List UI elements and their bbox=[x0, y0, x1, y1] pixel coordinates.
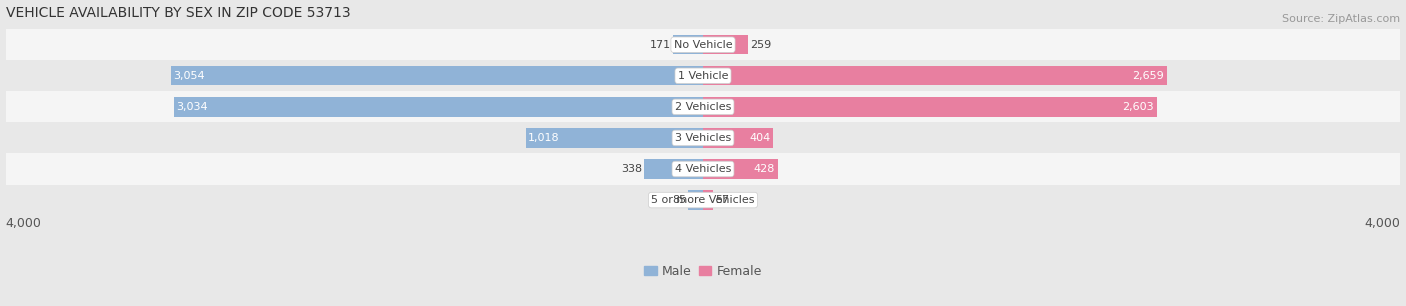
Text: 171: 171 bbox=[650, 40, 671, 50]
Bar bbox=[526, 128, 703, 147]
Bar bbox=[644, 159, 703, 179]
Text: 85: 85 bbox=[672, 195, 686, 205]
Text: 1,018: 1,018 bbox=[529, 133, 560, 143]
Bar bbox=[6, 60, 1400, 91]
Bar bbox=[703, 66, 1167, 85]
Text: 2 Vehicles: 2 Vehicles bbox=[675, 102, 731, 112]
Text: 1 Vehicle: 1 Vehicle bbox=[678, 71, 728, 81]
Bar bbox=[703, 97, 1157, 117]
Text: VEHICLE AVAILABILITY BY SEX IN ZIP CODE 53713: VEHICLE AVAILABILITY BY SEX IN ZIP CODE … bbox=[6, 6, 350, 20]
Text: 4,000: 4,000 bbox=[1365, 218, 1400, 230]
Text: No Vehicle: No Vehicle bbox=[673, 40, 733, 50]
Bar bbox=[170, 66, 703, 85]
Text: 338: 338 bbox=[621, 164, 643, 174]
Text: 3 Vehicles: 3 Vehicles bbox=[675, 133, 731, 143]
Bar bbox=[6, 154, 1400, 185]
Text: 3,054: 3,054 bbox=[173, 71, 205, 81]
Text: Source: ZipAtlas.com: Source: ZipAtlas.com bbox=[1282, 14, 1400, 24]
Bar bbox=[703, 35, 748, 54]
Bar bbox=[688, 190, 703, 210]
Bar bbox=[6, 29, 1400, 60]
Bar bbox=[673, 35, 703, 54]
Bar bbox=[174, 97, 703, 117]
Bar bbox=[703, 190, 713, 210]
Legend: Male, Female: Male, Female bbox=[640, 260, 766, 283]
Text: 4,000: 4,000 bbox=[6, 218, 41, 230]
Text: 404: 404 bbox=[749, 133, 770, 143]
Text: 4 Vehicles: 4 Vehicles bbox=[675, 164, 731, 174]
Text: 5 or more Vehicles: 5 or more Vehicles bbox=[651, 195, 755, 205]
Text: 259: 259 bbox=[751, 40, 772, 50]
Bar bbox=[703, 128, 773, 147]
Text: 2,603: 2,603 bbox=[1122, 102, 1154, 112]
Text: 428: 428 bbox=[754, 164, 775, 174]
Text: 57: 57 bbox=[716, 195, 730, 205]
Bar bbox=[6, 91, 1400, 122]
Text: 2,659: 2,659 bbox=[1132, 71, 1164, 81]
Text: 3,034: 3,034 bbox=[177, 102, 208, 112]
Bar bbox=[6, 122, 1400, 154]
Bar bbox=[703, 159, 778, 179]
Bar bbox=[6, 185, 1400, 216]
